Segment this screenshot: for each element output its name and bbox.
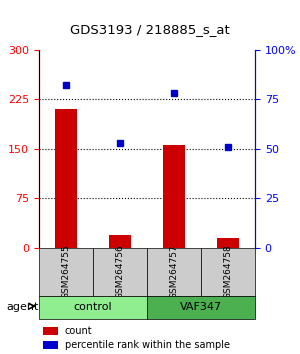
Bar [217, 238, 239, 248]
FancyBboxPatch shape [39, 248, 93, 296]
Bar [163, 145, 185, 248]
Text: GSM264755: GSM264755 [61, 244, 70, 299]
Text: GSM264757: GSM264757 [169, 244, 178, 299]
Bar [43, 327, 58, 335]
Text: VAF347: VAF347 [180, 302, 222, 312]
Text: percentile rank within the sample: percentile rank within the sample [65, 340, 230, 350]
Text: control: control [74, 302, 112, 312]
FancyBboxPatch shape [39, 296, 147, 319]
FancyBboxPatch shape [147, 248, 201, 296]
Text: GSM264756: GSM264756 [116, 244, 124, 299]
FancyBboxPatch shape [201, 248, 255, 296]
Bar [55, 109, 77, 248]
FancyBboxPatch shape [93, 248, 147, 296]
Text: GSM264758: GSM264758 [224, 244, 232, 299]
FancyBboxPatch shape [147, 296, 255, 319]
Text: count: count [65, 326, 92, 336]
Text: GDS3193 / 218885_s_at: GDS3193 / 218885_s_at [70, 23, 230, 36]
Bar [43, 341, 58, 349]
Text: agent: agent [6, 302, 38, 312]
Bar [109, 235, 131, 248]
